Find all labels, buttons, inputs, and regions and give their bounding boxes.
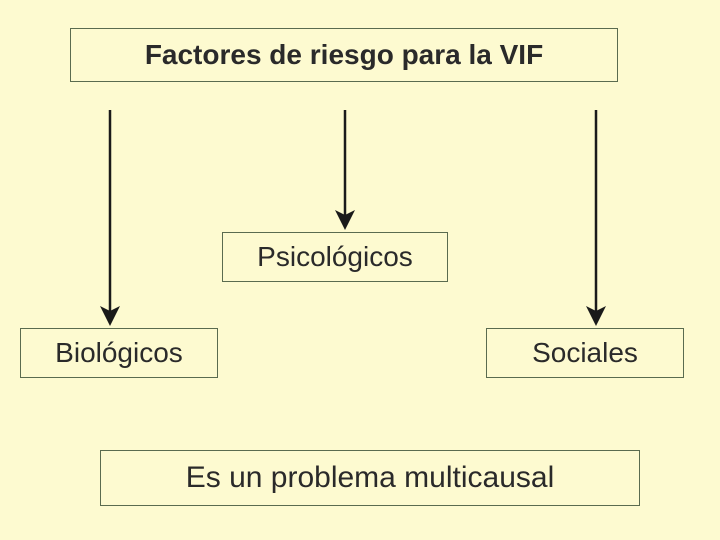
left-box: Biológicos <box>20 328 218 378</box>
footer-text: Es un problema multicausal <box>186 461 555 495</box>
left-text: Biológicos <box>55 337 183 369</box>
right-box: Sociales <box>486 328 684 378</box>
right-text: Sociales <box>532 337 638 369</box>
title-text: Factores de riesgo para la VIF <box>145 39 543 71</box>
center-box: Psicológicos <box>222 232 448 282</box>
title-box: Factores de riesgo para la VIF <box>70 28 618 82</box>
center-text: Psicológicos <box>257 241 413 273</box>
footer-box: Es un problema multicausal <box>100 450 640 506</box>
